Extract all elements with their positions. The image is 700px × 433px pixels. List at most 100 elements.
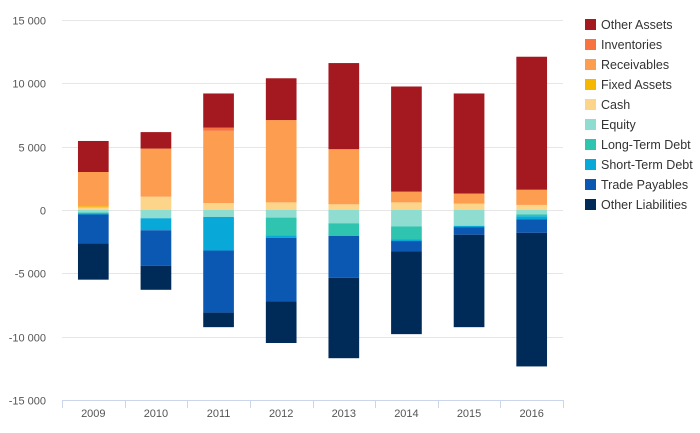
x-tick-label: 2016 — [519, 408, 543, 420]
bar-segment[interactable] — [453, 225, 485, 228]
bar-segment[interactable] — [328, 210, 360, 224]
bar-segment[interactable] — [453, 203, 485, 210]
bar-segment[interactable] — [77, 243, 109, 280]
legend-swatch — [585, 39, 596, 50]
bar-segment[interactable] — [203, 203, 234, 210]
bar-segment[interactable] — [391, 226, 422, 240]
bar-segment[interactable] — [265, 235, 297, 238]
bar-segment[interactable] — [77, 206, 109, 208]
legend-item[interactable]: Other Liabilities — [585, 198, 687, 212]
legend-item[interactable]: Trade Payables — [585, 178, 688, 192]
legend-swatch — [585, 79, 596, 90]
bar-segment[interactable] — [265, 202, 297, 210]
x-tick-label: 2009 — [81, 408, 105, 420]
legend-swatch — [585, 159, 596, 170]
bar-segment[interactable] — [453, 93, 485, 194]
bar-segment[interactable] — [265, 210, 297, 218]
legend-label: Short-Term Debt — [601, 158, 693, 172]
bar-segment[interactable] — [203, 127, 234, 131]
bar-segment[interactable] — [77, 212, 109, 214]
axis-layer: 15 000 10 000 5 000 0 -5 000 -10 000 -15 000 20… — [9, 16, 564, 420]
bar-segment[interactable] — [265, 237, 297, 302]
bar-segment[interactable] — [391, 86, 422, 192]
bar-segment[interactable] — [391, 210, 422, 227]
bar-segment[interactable] — [516, 204, 548, 210]
bar-segment[interactable] — [140, 132, 172, 149]
bar-segment[interactable] — [203, 312, 234, 328]
bar-segment[interactable] — [328, 149, 360, 205]
bar-segment[interactable] — [391, 202, 422, 210]
legend-item[interactable]: Short-Term Debt — [585, 158, 693, 172]
bar-segment[interactable] — [516, 210, 548, 215]
bar-segment[interactable] — [328, 235, 360, 278]
bar-segment[interactable] — [516, 232, 548, 367]
bar-segment[interactable] — [453, 210, 485, 226]
bar-segment[interactable] — [265, 217, 297, 236]
bar-segment[interactable] — [265, 301, 297, 343]
bar-segment[interactable] — [77, 210, 109, 213]
bar-segment[interactable] — [328, 277, 360, 359]
grid-layer — [62, 20, 563, 401]
legend-item[interactable]: Fixed Assets — [585, 78, 672, 92]
bar-segment[interactable] — [140, 265, 172, 290]
bar-segment[interactable] — [453, 193, 485, 204]
bar-segment[interactable] — [140, 230, 172, 266]
bar-segment[interactable] — [203, 210, 234, 217]
bar-segment[interactable] — [140, 218, 172, 231]
bar-segment[interactable] — [77, 140, 109, 172]
bar-segment[interactable] — [328, 63, 360, 150]
x-tick-label: 2011 — [207, 408, 231, 420]
x-tick-label: 2012 — [269, 408, 293, 420]
bar-layer — [77, 56, 548, 367]
legend-item[interactable]: Cash — [585, 98, 630, 112]
y-tick-label: 10 000 — [12, 79, 46, 91]
legend-item[interactable]: Receivables — [585, 58, 669, 72]
bar-segment[interactable] — [391, 251, 422, 335]
bar-segment[interactable] — [140, 148, 172, 197]
legend-swatch — [585, 139, 596, 150]
legend-swatch — [585, 199, 596, 210]
legend-item[interactable]: Long-Term Debt — [585, 138, 691, 152]
x-tick-label: 2015 — [457, 408, 481, 420]
bar-segment[interactable] — [391, 191, 422, 203]
legend-item[interactable]: Inventories — [585, 38, 662, 52]
bar-segment[interactable] — [516, 219, 548, 233]
legend-swatch — [585, 119, 596, 130]
bar-segment[interactable] — [328, 204, 360, 210]
bar-segment[interactable] — [77, 172, 109, 207]
bar-segment[interactable] — [203, 216, 234, 251]
bar-segment[interactable] — [453, 234, 485, 328]
bar-segment[interactable] — [391, 241, 422, 252]
x-tick-label: 2014 — [394, 408, 418, 420]
bar-segment[interactable] — [328, 223, 360, 236]
bar-segment[interactable] — [265, 78, 297, 121]
bar-segment[interactable] — [265, 120, 297, 203]
bar-segment[interactable] — [516, 189, 548, 205]
bar-segment[interactable] — [203, 250, 234, 313]
legend-label: Long-Term Debt — [601, 138, 691, 152]
bar-segment[interactable] — [516, 214, 548, 217]
legend-label: Other Assets — [601, 18, 673, 32]
bar-segment[interactable] — [77, 207, 109, 210]
x-tick-label: 2013 — [332, 408, 356, 420]
legend-item[interactable]: Equity — [585, 118, 636, 132]
bar-segment[interactable] — [391, 239, 422, 242]
y-tick-label: -10 000 — [9, 333, 46, 345]
bar-segment[interactable] — [77, 214, 109, 244]
legend-swatch — [585, 99, 596, 110]
bar-segment[interactable] — [516, 216, 548, 220]
y-tick-label: 0 — [40, 206, 46, 218]
bar-segment[interactable] — [140, 210, 172, 219]
legend-label: Equity — [601, 118, 636, 132]
legend-swatch — [585, 179, 596, 190]
bar-segment[interactable] — [516, 56, 548, 190]
legend-label: Inventories — [601, 38, 662, 52]
bar-segment[interactable] — [77, 213, 109, 215]
bar-segment[interactable] — [140, 196, 172, 210]
bar-segment[interactable] — [203, 93, 234, 128]
legend-item[interactable]: Other Assets — [585, 18, 673, 32]
bar-segment[interactable] — [453, 227, 485, 235]
bar-segment[interactable] — [203, 130, 234, 204]
